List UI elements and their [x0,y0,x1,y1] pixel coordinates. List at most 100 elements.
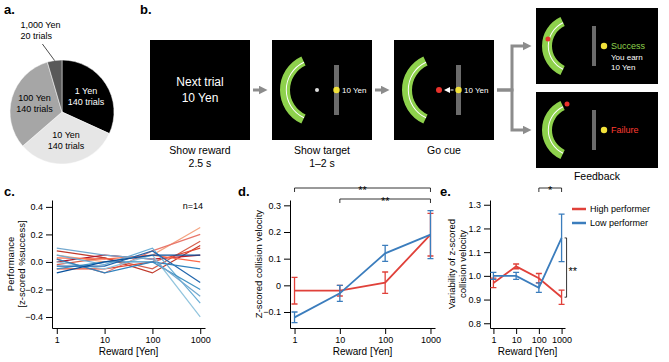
y-tick: 0 [276,281,290,291]
x-tick-mark [200,328,201,334]
x-tick-mark [295,328,296,334]
x-tick-label: 1000 [421,335,441,345]
feedback-message: You earn [611,53,643,62]
reward-bar [592,26,596,66]
error-bar [337,285,343,301]
panel-label: a. [4,2,15,17]
x-tick: 1000 [191,328,211,345]
y-tick-label: 0.4 [30,202,43,212]
y-tick-label: 1.3 [468,200,481,210]
y-tick-label: 0.0 [30,257,43,267]
y-tick-mark [484,205,490,206]
y-tick: 0.4 [30,202,52,212]
leader-line [42,44,54,61]
x-axis-title: Reward [Yen] [99,346,159,357]
x-tick-label: 10 [100,335,110,345]
reward-text: 10 Yen [464,86,488,95]
x-tick-mark [57,328,58,334]
y-tick-mark [46,234,52,235]
x-tick: 100 [532,328,547,345]
x-axis-line [53,328,206,329]
screen-background [536,8,658,84]
screen: 10 Yen [394,40,494,140]
reward-text: 10 Yen [342,86,366,95]
series-line [493,238,561,288]
cursor [455,87,461,93]
error-bar [490,272,496,279]
line-chart: c.1101001000−0.4−0.20.00.20.4Reward [Yen… [4,184,211,357]
y-tick-mark [484,300,490,301]
pie-chart: a.1 Yen140 trials10 Yen140 trials100 Yen… [4,2,114,164]
significance-label: ** [569,265,578,277]
y-tick-mark [284,232,290,233]
trial-diagram: b.Next trial10 YenShow reward2.5 s10 Yen… [140,2,658,182]
plot-area [57,228,200,317]
y-tick-mark [484,252,490,253]
caption: Show target [294,144,350,156]
figure: b.Next trial10 YenShow reward2.5 s10 Yen… [0,0,669,362]
series-line [295,235,431,318]
x-tick-mark [105,328,106,334]
y-tick-mark [284,205,290,206]
y-axis-line [490,201,491,329]
y-axis-line [290,201,291,329]
x-tick: 10 [512,328,522,345]
y-axis: 0.80.91.01.11.21.3 [468,200,490,329]
y-tick: 1.2 [468,224,490,234]
y-tick: 0.3 [268,201,290,211]
y-tick-label: 0.1 [268,254,281,264]
screen-background [394,40,494,140]
series-line [57,234,200,273]
plot-area [292,211,434,323]
y-tick-label: 0 [276,281,281,291]
start-dot [315,88,319,92]
slice-label: 100 Yen [18,93,51,103]
y-axis-title: Z-scored collision velocity [253,210,264,318]
panel-label: d. [238,184,250,199]
slice-label: 140 trials [16,104,53,114]
error-bar [513,272,519,279]
y-tick-label: −0.2 [25,285,43,295]
panel-label: b. [140,2,152,17]
y-tick: −0.1 [263,307,290,317]
screen-background [536,92,658,168]
error-bar [536,283,542,292]
x-tick-mark [539,328,540,334]
caption: 2.5 s [189,157,212,169]
x-tick-label: 1 [55,335,60,345]
plot-area [490,214,564,304]
x-tick-label: 100 [532,335,547,345]
x-tick-mark [562,328,563,334]
annotation: n=14 [183,201,203,211]
series-line [57,259,200,273]
series-line [57,255,200,317]
x-tick: 1 [491,328,496,345]
legend-label: Low performer [590,218,648,228]
y-tick-mark [46,262,52,263]
legend-label: High performer [590,204,650,214]
target-band [542,101,565,159]
line-chart: e.11010010000.80.91.01.11.21.3Reward [Ye… [440,184,650,357]
slice-label: 140 trials [68,97,105,107]
cue-arrow [447,89,454,90]
x-axis-line [491,328,566,329]
x-axis: 1101001000 [291,328,441,345]
y-tick-mark [484,276,490,277]
significance-bracket [565,238,567,297]
y-axis-title: Variability of z-scored [446,219,457,309]
reward-bar [592,110,596,150]
slice-label: 20 trials [20,31,52,41]
y-axis-title: Performance [5,237,16,291]
start-dot [436,87,442,93]
y-axis-title: [z-scored %success] [16,220,27,307]
significance-label: * [548,184,553,196]
y-tick: 1.1 [468,248,490,258]
target-band [280,56,306,123]
screen-text: Next trial [176,75,223,89]
slice-label: 10 Yen [52,130,80,140]
error-bar [382,272,388,293]
y-tick-label: 0.8 [468,319,481,329]
y-tick-label: −0.4 [25,312,43,322]
panel-label: c. [4,184,15,199]
x-tick-mark [430,328,431,334]
